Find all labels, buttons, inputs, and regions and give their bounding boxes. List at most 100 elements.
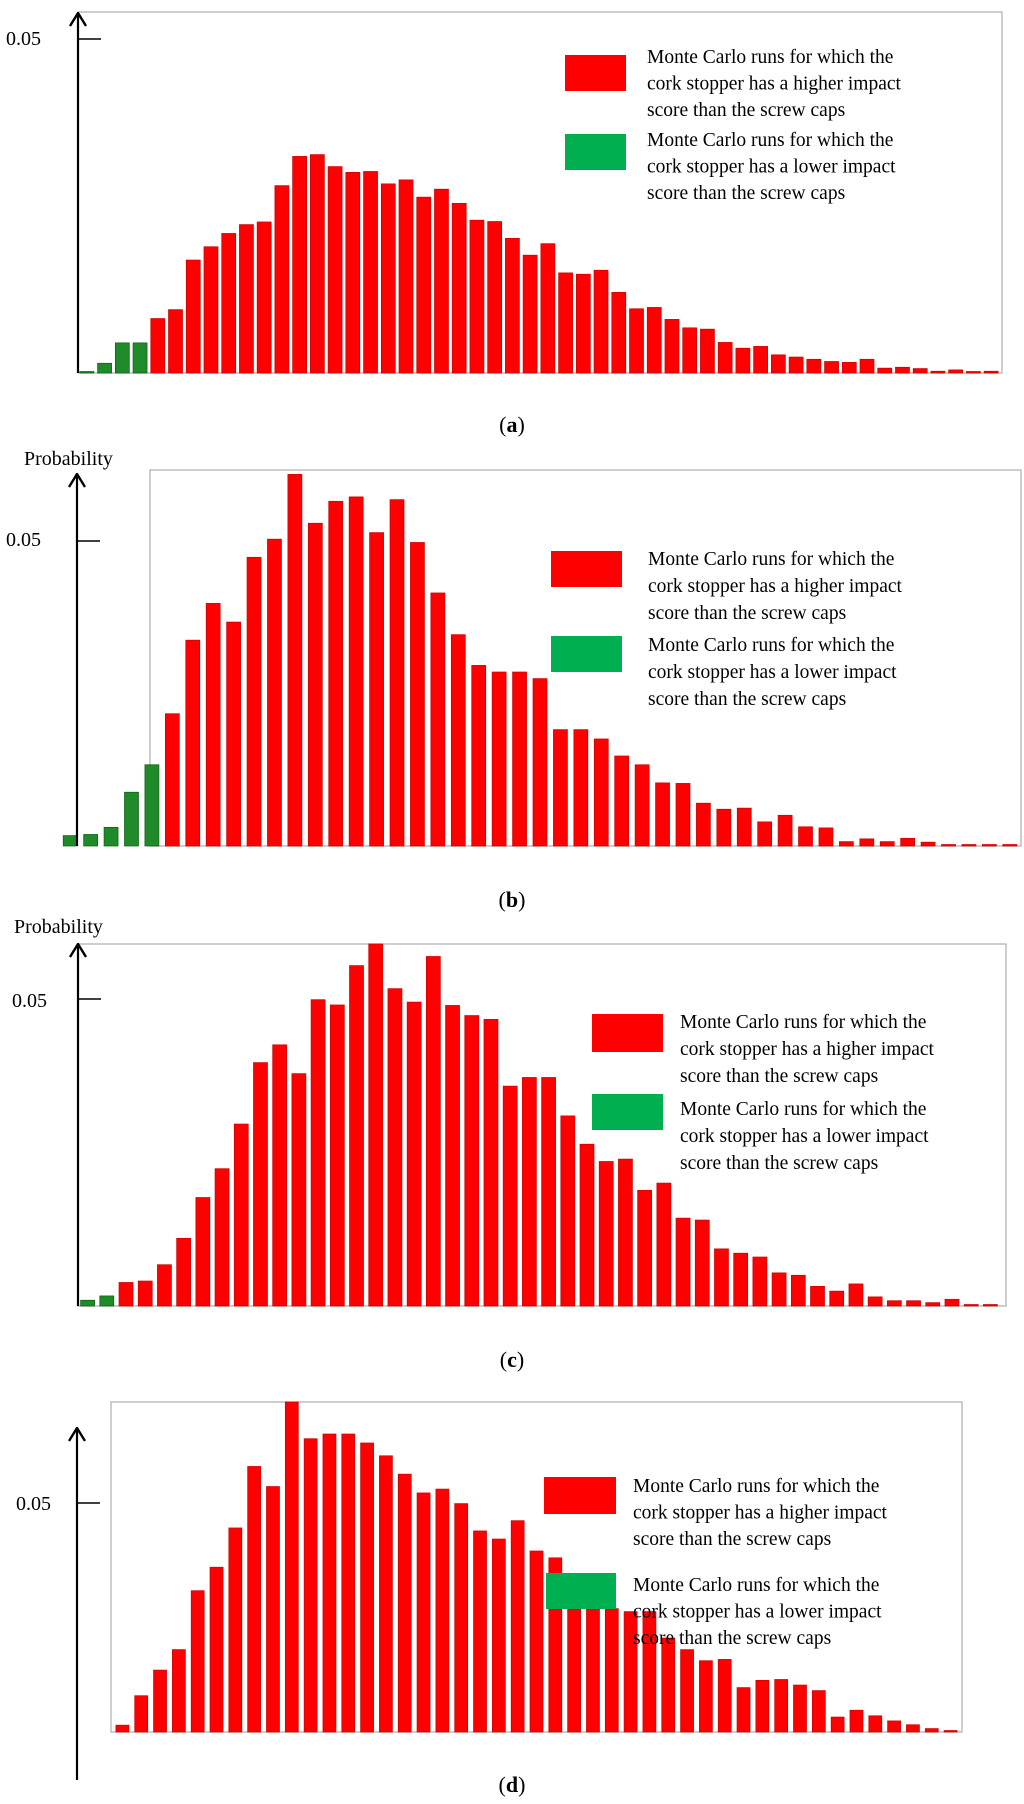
- bar-higher-1: [134, 1695, 149, 1733]
- bar-higher-14: [379, 1455, 393, 1733]
- legend-text-lower-1: cork stopper has a lower impact: [647, 157, 896, 178]
- bar-lower-0: [79, 371, 95, 374]
- bar-higher-43: [906, 1300, 921, 1307]
- bar-higher-23: [487, 221, 503, 374]
- bar-higher-42: [824, 361, 839, 374]
- bar-higher-37: [811, 1690, 826, 1733]
- legend-text-higher-2: score than the screw caps: [647, 100, 845, 121]
- bar-higher-44: [925, 1302, 941, 1307]
- bar-lower-2: [103, 826, 119, 847]
- bar-higher-14: [348, 496, 364, 847]
- legend-text-lower-0: Monte Carlo runs for which the: [647, 130, 893, 151]
- legend: Monte Carlo runs for which the cork stopp…: [544, 1476, 888, 1649]
- bar-higher-9: [246, 556, 262, 847]
- bar-higher-8: [266, 1486, 280, 1733]
- legend-text-lower-0: Monte Carlo runs for which the: [680, 1099, 926, 1120]
- y-axis-label: Probability: [14, 916, 103, 938]
- bar-higher-46: [963, 1304, 979, 1307]
- bar-higher-26: [593, 738, 609, 847]
- bar-higher-18: [454, 1503, 469, 1733]
- bar-higher-14: [349, 965, 364, 1307]
- bar-higher-30: [611, 292, 627, 374]
- legend-text-lower-0: Monte Carlo runs for which the: [633, 1575, 879, 1596]
- bar-higher-17: [406, 1001, 422, 1307]
- bar-higher-47: [912, 368, 928, 374]
- bar-higher-45: [982, 844, 997, 847]
- y-tick-label: 0.05: [6, 529, 41, 551]
- bar-higher-21: [491, 671, 507, 847]
- bar-higher-22: [469, 219, 485, 374]
- bar-higher-27: [598, 1161, 614, 1307]
- bar-higher-39: [859, 838, 875, 847]
- legend: Monte Carlo runs for which the cork stopp…: [565, 47, 902, 204]
- bar-lower-0: [62, 835, 78, 847]
- y-tick-label: 0.05: [6, 28, 41, 50]
- bar-higher-18: [398, 179, 414, 374]
- legend-swatch-higher: [551, 551, 622, 587]
- bar-higher-9: [284, 1401, 299, 1733]
- bar-higher-31: [696, 802, 711, 847]
- bar-higher-8: [221, 233, 237, 374]
- legend-text-lower-1: cork stopper has a lower impact: [648, 662, 897, 683]
- bar-higher-27: [623, 1611, 638, 1733]
- bar-higher-6: [185, 639, 201, 847]
- bar-higher-4: [190, 1590, 205, 1733]
- bar-higher-31: [629, 308, 644, 374]
- panel-caption: (a): [499, 412, 525, 437]
- bar-higher-5: [164, 713, 180, 847]
- bar-higher-23: [522, 1077, 537, 1307]
- bar-higher-50: [966, 371, 981, 374]
- bar-higher-0: [115, 1724, 130, 1733]
- bar-higher-32: [694, 1219, 710, 1307]
- bar-higher-38: [753, 346, 768, 374]
- bar-higher-15: [368, 943, 384, 1307]
- legend-text-lower-2: score than the screw caps: [633, 1628, 831, 1649]
- bar-higher-34: [755, 1679, 770, 1733]
- bar-higher-21: [451, 203, 467, 374]
- bar-higher-31: [699, 1660, 713, 1733]
- bar-higher-24: [541, 1077, 556, 1307]
- bar-higher-5: [168, 309, 183, 374]
- legend: Monte Carlo runs for which the cork stopp…: [592, 1012, 935, 1174]
- bar-higher-12: [310, 999, 326, 1307]
- bar-higher-15: [369, 532, 384, 847]
- legend-text-higher-1: cork stopper has a higher impact: [680, 1039, 935, 1060]
- bar-higher-26: [579, 1143, 595, 1307]
- bar-higher-11: [287, 474, 303, 847]
- legend-text-higher-0: Monte Carlo runs for which the: [648, 549, 894, 570]
- bar-higher-7: [214, 1168, 230, 1307]
- bar-higher-19: [445, 1005, 460, 1307]
- legend-swatch-higher: [565, 55, 626, 91]
- bar-higher-44: [859, 358, 875, 374]
- bar-higher-13: [329, 1004, 345, 1307]
- bar-higher-43: [841, 362, 857, 374]
- bar-higher-33: [736, 1687, 751, 1733]
- bar-higher-21: [510, 1520, 525, 1733]
- bar-higher-24: [505, 237, 520, 374]
- bar-higher-47: [983, 1304, 998, 1307]
- bar-higher-13: [360, 1442, 374, 1733]
- bar-higher-28: [642, 1611, 657, 1733]
- bar-higher-10: [256, 221, 272, 374]
- y-tick-label: 0.05: [12, 990, 47, 1012]
- bar-lower-1: [99, 1295, 115, 1307]
- legend-swatch-lower: [546, 1573, 616, 1609]
- bar-higher-37: [790, 1274, 806, 1307]
- bar-lower-1: [83, 834, 98, 847]
- bar-higher-3: [137, 1280, 153, 1307]
- bar-higher-36: [798, 826, 813, 847]
- bar-lower-2: [114, 342, 130, 374]
- legend-text-higher-1: cork stopper has a higher impact: [633, 1503, 888, 1524]
- bar-higher-40: [879, 841, 895, 847]
- panel-d: 0.05 Monte Carlo runs for which the cork s…: [16, 1401, 963, 1797]
- bar-lower-4: [144, 764, 160, 847]
- panel-a: 0.05 Monte Carlo runs for which the cork s…: [6, 11, 1003, 437]
- bar-higher-18: [426, 956, 441, 1307]
- bar-higher-7: [203, 246, 219, 374]
- bar-higher-22: [512, 671, 527, 847]
- bar-higher-4: [150, 318, 166, 374]
- bar-higher-5: [209, 1566, 224, 1733]
- bar-higher-12: [341, 1433, 356, 1733]
- bar-higher-39: [771, 354, 786, 374]
- bar-higher-23: [532, 678, 548, 847]
